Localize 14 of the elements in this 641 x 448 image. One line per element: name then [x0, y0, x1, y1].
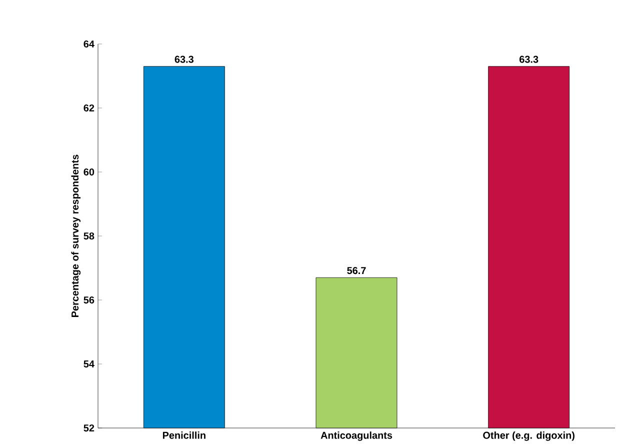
y-tick-label: 62 — [84, 104, 94, 112]
x-tick-label: Penicillin — [162, 432, 206, 439]
data-label: 56.7 — [347, 267, 366, 274]
data-label: 63.3 — [174, 56, 194, 63]
y-tick-label: 52 — [84, 424, 94, 432]
x-tick-label: Anticoagulants — [320, 432, 392, 441]
y-tick-label: 58 — [84, 232, 94, 240]
y-tick-label: 60 — [84, 168, 94, 176]
y-tick-label: 54 — [84, 360, 94, 368]
data-label: 63.3 — [520, 56, 538, 63]
y-tick-label: 56 — [84, 296, 94, 304]
y-tick-label: 64 — [84, 40, 94, 48]
x-tick-label: Other (e.g. digoxin) — [483, 432, 574, 441]
y-axis-title: Percentage of survey respondents — [71, 154, 81, 317]
